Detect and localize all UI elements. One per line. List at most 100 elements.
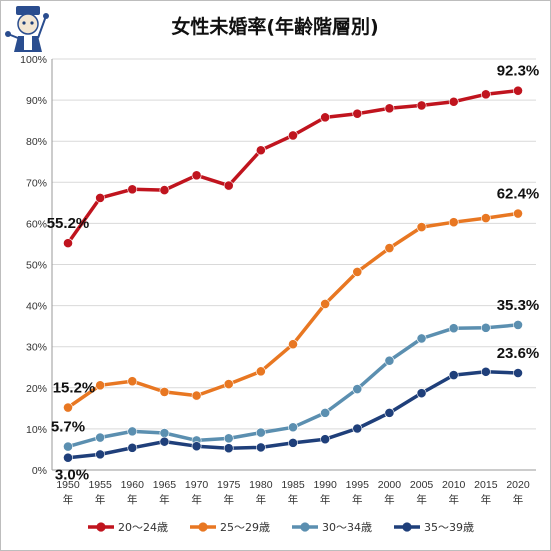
x-tick-label: 2000 [378,479,402,491]
x-tick-suffix: 年 [320,493,331,506]
data-point [320,112,331,123]
data-point [95,432,106,443]
legend-swatch-marker [402,522,412,532]
data-label: 15.2% [53,380,96,397]
data-point [480,322,491,333]
data-point [159,436,170,447]
data-point [191,390,202,401]
data-point [255,145,266,156]
x-tick-suffix: 年 [95,493,106,506]
data-point [63,238,73,249]
data-point [416,222,427,232]
legend-swatch-marker [96,522,106,532]
x-tick-suffix: 年 [159,493,170,506]
y-tick-label: 20% [26,383,47,395]
data-point [255,366,266,377]
x-tick-label: 1965 [153,479,177,491]
x-tick-suffix: 年 [223,493,234,506]
x-tick-suffix: 年 [448,493,459,506]
data-point [480,213,491,223]
data-point [320,407,331,418]
data-point [191,441,202,452]
data-point [95,193,106,203]
data-point [255,427,266,438]
y-tick-label: 50% [26,260,47,272]
data-point [288,130,298,141]
data-label: 62.4% [497,186,540,203]
data-point [95,449,106,460]
data-point [513,208,523,219]
data-point [288,422,298,433]
x-tick-label: 1975 [217,479,241,491]
x-tick-label: 2020 [506,479,530,491]
y-tick-label: 30% [26,342,47,354]
x-tick-suffix: 年 [63,493,74,506]
legend-label: 30～34歳 [322,521,372,534]
data-point [480,366,491,377]
data-point [416,388,427,399]
data-point [416,100,427,111]
data-label: 35.3% [497,297,540,314]
x-tick-label: 1960 [121,479,145,491]
data-point [448,323,459,334]
series-lines [63,85,523,463]
legend: 20～24歳 25～29歳 30～34歳 35～39歳 [88,521,474,534]
y-tick-label: 60% [26,218,47,230]
data-point [448,96,459,107]
data-point [352,108,363,119]
data-point [384,103,395,114]
legend-label: 25～29歳 [220,521,270,534]
data-point [352,384,363,394]
y-tick-label: 10% [26,424,47,436]
data-label: 92.3% [497,63,540,80]
y-tick-label: 80% [26,136,47,148]
y-tick-label: 100% [20,54,47,66]
data-point [513,320,523,330]
data-point [191,170,202,181]
data-point [63,402,73,413]
data-point [288,339,298,350]
data-point [384,243,395,253]
data-label: 23.6% [497,345,540,362]
maid-mascot-icon [5,6,49,52]
data-point [352,423,363,434]
y-tick-label: 0% [32,465,47,477]
y-tick-label: 70% [26,177,47,189]
x-tick-suffix: 年 [384,493,395,506]
data-point [127,184,138,195]
y-tick-label: 90% [26,95,47,107]
x-tick-suffix: 年 [288,493,299,506]
data-point [127,376,138,387]
data-point [480,89,491,100]
data-point [95,380,106,391]
legend-label: 20～24歳 [118,521,168,534]
data-point [159,185,170,196]
data-label: 5.7% [51,419,85,436]
x-tick-suffix: 年 [352,493,363,506]
chart-title: 女性未婚率(年齢階層別) [171,15,378,38]
data-point [223,433,234,444]
data-point [288,437,298,448]
x-tick-label: 1985 [281,479,305,491]
data-point [223,379,234,390]
data-labels: 55.2% 92.3% 15.2% 62.4% 5.7% 35.3% 3.0% 23.6% [47,63,540,484]
x-tick-suffix: 年 [416,493,427,506]
data-point [320,434,331,445]
data-point [127,442,138,453]
data-point [352,266,363,277]
data-point [384,407,395,418]
x-tick-label: 2010 [442,479,466,491]
data-point [513,368,523,378]
data-point [416,333,427,344]
data-point [63,441,73,452]
x-tick-suffix: 年 [127,493,138,506]
grid-lines [51,58,536,471]
y-axis-ticks: 0% 10% 20% 30% 40% 50% 60% 70% 80% 90% 100% [20,54,47,477]
data-point [63,452,73,463]
x-tick-suffix: 年 [513,493,524,506]
data-point [448,370,459,380]
data-point [255,442,266,453]
data-point [384,355,395,366]
